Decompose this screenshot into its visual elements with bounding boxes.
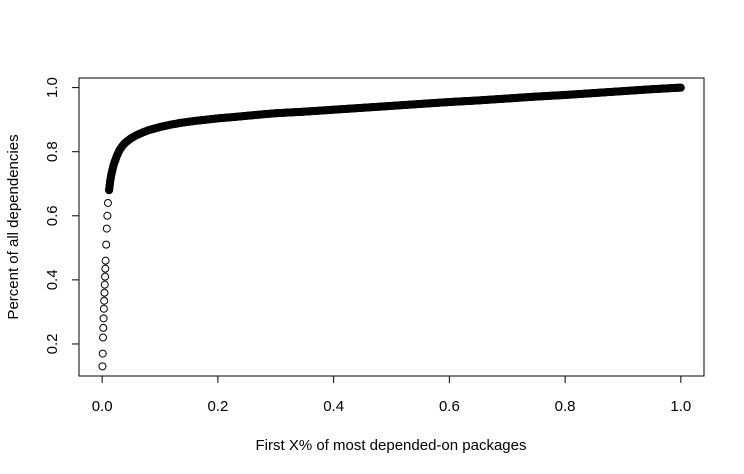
y-tick-label: 0.4 [44,269,61,290]
data-point [100,288,109,297]
data-point [98,349,107,358]
x-tick-label: 1.0 [670,398,691,415]
data-point [676,83,685,92]
data-point [103,198,112,207]
data-point [103,211,112,220]
x-tick-label: 0.2 [207,398,228,415]
y-tick-label: 0.6 [44,205,61,226]
x-tick-label: 0.8 [555,398,576,415]
y-tick-label: 0.8 [44,141,61,162]
x-axis: 0.0 0.2 0.4 0.6 0.8 1.0 [92,375,691,415]
data-point [100,280,109,289]
data-point [99,304,108,313]
y-tick-label: 0.2 [44,334,61,355]
data-point [98,362,107,371]
x-tick-label: 0.0 [92,398,113,415]
data-point [102,224,111,233]
y-axis: 0.2 0.4 0.6 0.8 1.0 [44,77,80,355]
x-tick-label: 0.6 [439,398,460,415]
data-point [101,272,110,281]
data-point [100,296,109,305]
data-points [98,83,685,371]
data-point [101,264,110,273]
data-point [102,240,111,249]
y-axis-label: Percent of all dependencies [5,134,22,319]
x-tick-label: 0.4 [323,398,344,415]
y-tick-label: 1.0 [44,77,61,98]
data-point [99,333,108,342]
data-point [99,323,108,332]
data-point [99,314,108,323]
x-axis-label: First X% of most depended-on packages [256,437,527,454]
data-point [101,256,110,265]
